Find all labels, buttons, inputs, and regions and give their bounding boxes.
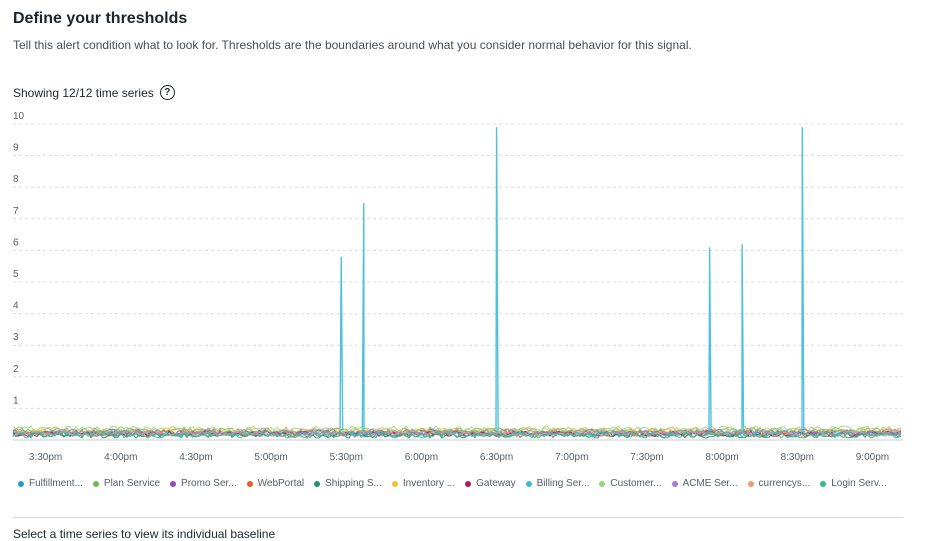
legend-label: Gateway <box>476 478 516 489</box>
legend-label: Fulfillment... <box>29 478 83 489</box>
legend-swatch <box>465 480 472 487</box>
x-tick-label: 7:00pm <box>555 452 588 463</box>
x-tick-label: 4:00pm <box>104 452 137 463</box>
y-tick-label: 4 <box>13 301 19 312</box>
chart-legend: Fulfillment... Plan Service Promo Ser... We… <box>18 478 908 489</box>
x-tick-label: 3:30pm <box>29 452 62 463</box>
x-tick-label: 8:00pm <box>705 452 738 463</box>
legend-item[interactable]: Shipping S... <box>314 478 382 489</box>
y-tick-label: 10 <box>13 111 25 122</box>
x-tick-label: 5:30pm <box>330 452 363 463</box>
series-line[interactable] <box>12 425 902 433</box>
y-tick-label: 6 <box>13 237 19 248</box>
x-tick-label: 9:00pm <box>856 452 889 463</box>
legend-item[interactable]: currencys... <box>747 478 811 489</box>
x-tick-label: 8:30pm <box>781 452 814 463</box>
legend-item[interactable]: Plan Service <box>92 478 161 489</box>
legend-item[interactable]: Gateway <box>465 478 516 489</box>
y-tick-label: 2 <box>13 364 19 375</box>
legend-label: currencys... <box>758 478 811 489</box>
legend-label: Shipping S... <box>325 478 382 489</box>
legend-item[interactable]: WebPortal <box>246 478 305 489</box>
legend-label: Plan Service <box>103 478 161 489</box>
legend-label: Promo Ser... <box>181 478 237 489</box>
x-tick-label: 5:00pm <box>254 452 287 463</box>
legend-swatch <box>246 480 253 487</box>
legend-swatch <box>671 480 678 487</box>
legend-swatch <box>170 480 177 487</box>
x-tick-label: 6:30pm <box>480 452 513 463</box>
x-tick-label: 7:30pm <box>630 452 663 463</box>
legend-label: Login Serv... <box>831 478 887 489</box>
series-line[interactable] <box>12 431 902 439</box>
y-tick-label: 7 <box>13 206 19 217</box>
page-subtitle: Tell this alert condition what to look f… <box>13 38 692 52</box>
y-tick-label: 9 <box>13 143 19 154</box>
legend-label: Inventory ... <box>402 478 456 489</box>
legend-item[interactable]: Inventory ... <box>391 478 456 489</box>
y-tick-label: 1 <box>13 395 19 406</box>
page-title: Define your thresholds <box>13 10 188 27</box>
x-tick-label: 4:30pm <box>179 452 212 463</box>
legend-swatch <box>92 480 99 487</box>
legend-swatch <box>18 480 24 487</box>
legend-swatch <box>820 480 827 487</box>
legend-item[interactable]: Fulfillment... <box>18 478 83 489</box>
series-line[interactable] <box>12 429 902 438</box>
series-count: Showing 12/12 time series ? <box>13 85 175 100</box>
baseline-hint: Select a time series to view its individ… <box>13 527 276 541</box>
x-tick-label: 6:00pm <box>405 452 438 463</box>
legend-label: Billing Ser... <box>536 478 590 489</box>
question-circle-icon[interactable]: ? <box>159 85 175 100</box>
legend-swatch <box>747 480 754 487</box>
legend-swatch <box>599 480 606 487</box>
legend-item[interactable]: ACME Ser... <box>671 478 738 489</box>
legend-label: WebPortal <box>257 478 305 489</box>
legend-item[interactable]: Promo Ser... <box>170 478 237 489</box>
legend-item[interactable]: Customer... <box>599 478 662 489</box>
series-count-label: Showing 12/12 time series <box>13 85 154 100</box>
legend-swatch <box>391 480 398 487</box>
y-tick-label: 8 <box>13 174 19 185</box>
time-series-chart[interactable]: 1 2 3 4 5 6 7 8 9 10 3:30pm 4:00pm 4:30pm 5:00pm 5:30p… <box>0 100 925 470</box>
y-tick-label: 5 <box>13 269 19 280</box>
legend-swatch <box>314 480 321 487</box>
divider <box>13 517 903 518</box>
y-tick-label: 3 <box>13 332 19 343</box>
legend-label: Customer... <box>610 478 662 489</box>
legend-label: ACME Ser... <box>682 478 738 489</box>
legend-item[interactable]: Login Serv... <box>820 478 887 489</box>
legend-item[interactable]: Billing Ser... <box>525 478 590 489</box>
legend-swatch <box>525 480 532 487</box>
